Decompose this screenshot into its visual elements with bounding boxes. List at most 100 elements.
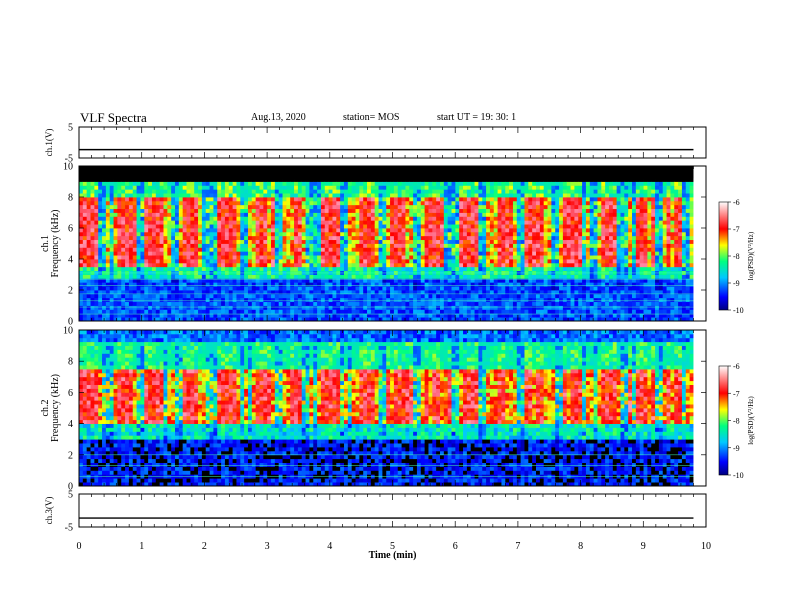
spectrogram-cell (386, 243, 391, 248)
spectrogram-cell (205, 251, 210, 256)
spectrogram-cell (182, 181, 187, 186)
spectrogram-cell (209, 313, 214, 318)
spectrogram-cell (397, 262, 402, 268)
spectrogram-cell (432, 181, 437, 186)
spectrogram-cell (90, 251, 95, 256)
spectrogram-cell (98, 259, 103, 264)
spectrogram-cell (409, 313, 414, 318)
spectrogram-cell (497, 305, 502, 310)
spectrogram-cell (159, 193, 164, 198)
spectrogram-cell (309, 181, 314, 186)
spectrogram-cell (505, 243, 510, 248)
spectrogram-cell (532, 200, 537, 206)
spectrogram-cell (347, 309, 353, 314)
spectrogram-cell (378, 282, 383, 287)
spectrogram-cell (324, 204, 330, 210)
spectrogram-cell (267, 189, 272, 194)
spectrogram-cell (286, 309, 291, 314)
spectrogram-cell (201, 216, 207, 221)
spectrogram-cell (347, 286, 353, 291)
spectrogram-cell (374, 216, 379, 221)
spectrogram-cell (113, 290, 118, 295)
spectrogram-cell (516, 309, 522, 314)
spectrogram-cell (363, 212, 368, 217)
spectrogram-cell (105, 251, 111, 256)
spectrogram-cell (132, 278, 138, 283)
spectrogram-cell (447, 251, 452, 256)
spectrogram-cell (282, 200, 287, 206)
spectrogram-cell (382, 313, 387, 318)
spectrogram-cell (240, 293, 245, 299)
spectrogram-cell (459, 262, 464, 268)
spectrogram-cell (543, 259, 548, 264)
spectrogram-cell (221, 290, 226, 295)
spectrogram-cell (301, 313, 306, 318)
spectrogram-cell (386, 189, 391, 194)
spectrogram-cell (194, 286, 199, 291)
spectrogram-cell (347, 305, 353, 310)
spectrogram-cell (478, 189, 483, 194)
spectrogram-cell (543, 309, 548, 314)
spectrogram-cell (194, 200, 199, 206)
spectrogram-cell (451, 235, 456, 241)
spectrogram-cell (171, 278, 176, 283)
spectrogram-cell (86, 313, 91, 318)
spectrogram-cell (505, 262, 510, 268)
spectrogram-cell (151, 293, 157, 299)
spectrogram-cell (374, 286, 379, 291)
spectrogram-cell (539, 290, 545, 295)
spectrogram-cell (370, 220, 376, 225)
spectrogram-cell (555, 262, 560, 268)
spectrogram-cell (232, 228, 237, 233)
spectrogram-cell (151, 278, 157, 283)
spectrogram-cell (336, 313, 341, 318)
spectrogram-cell (470, 228, 475, 233)
spectrogram-cell (512, 313, 518, 318)
spectrogram-cell (551, 301, 556, 306)
spectrogram-cell (140, 193, 145, 198)
spectrogram-cell (347, 224, 353, 229)
spectrogram-cell (144, 274, 149, 279)
spectrogram-cell (551, 305, 556, 310)
spectrogram-cell (512, 305, 518, 310)
spectrogram-cell (355, 301, 360, 306)
spectrogram-cell (297, 309, 303, 314)
spectrogram-cell (470, 189, 475, 194)
spectrogram-cell (125, 208, 130, 213)
spectrogram-cell (317, 193, 322, 198)
spectrogram-cell (409, 208, 414, 213)
spectrogram-cell (113, 297, 118, 303)
spectrogram-cell (194, 216, 199, 221)
spectrogram-cell (102, 282, 107, 287)
spectrogram-cell (125, 228, 130, 233)
spectrogram-cell (271, 255, 276, 260)
spectrogram-cell (413, 212, 418, 217)
spectrogram-cell (378, 189, 383, 194)
spectrogram-cell (524, 231, 529, 237)
spectrogram-cell (351, 262, 356, 268)
spectrogram-cell (309, 297, 314, 303)
spectrogram-cell (478, 193, 483, 198)
spectrogram-cell (228, 266, 234, 272)
spectrogram-cell (271, 282, 276, 287)
spectrogram-cell (228, 274, 234, 279)
spectrogram-cell (82, 262, 88, 268)
spectrogram-cell (317, 197, 322, 202)
spectrogram-cell (378, 305, 383, 310)
spectrogram-cell (136, 228, 141, 233)
spectrogram-cell (148, 235, 153, 241)
spectrogram-cell (213, 309, 218, 314)
spectrogram-cell (236, 286, 241, 291)
spectrogram-cell (94, 274, 99, 279)
spectrogram-cell (501, 181, 506, 186)
spectrogram-cell (251, 317, 257, 322)
spectrogram-cell (178, 239, 184, 244)
spectrogram-cell (474, 305, 479, 310)
spectrogram-cell (294, 177, 299, 182)
spectrogram-cell (551, 220, 556, 225)
spectrogram-cell (244, 282, 249, 287)
spectrogram-cell (528, 216, 533, 221)
spectrogram-cell (140, 216, 145, 221)
spectrogram-cell (186, 317, 191, 322)
spectrogram-cell (420, 293, 426, 299)
